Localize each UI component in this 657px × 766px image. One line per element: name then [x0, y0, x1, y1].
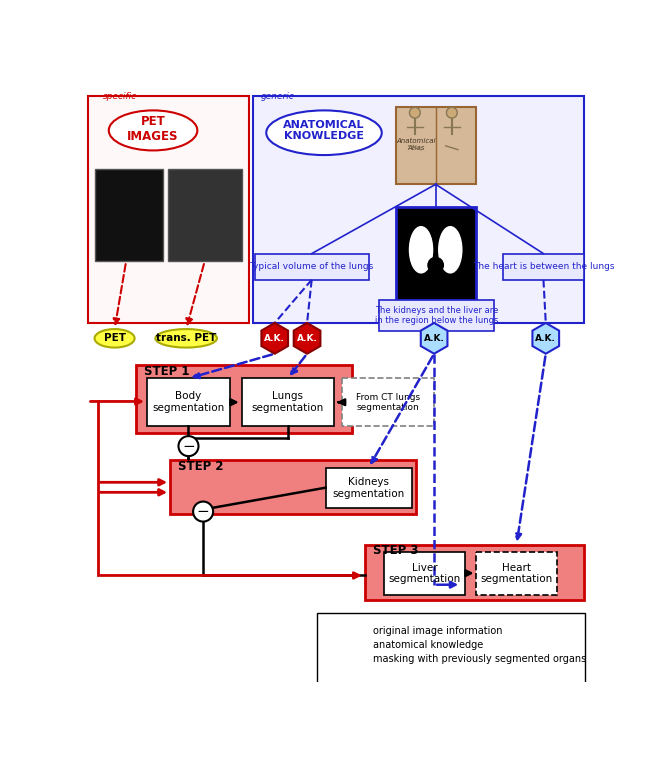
FancyBboxPatch shape — [396, 107, 476, 185]
FancyBboxPatch shape — [168, 169, 242, 261]
Text: anatomical knowledge: anatomical knowledge — [373, 640, 484, 650]
FancyBboxPatch shape — [87, 96, 249, 323]
Text: STEP 2: STEP 2 — [177, 460, 223, 473]
Circle shape — [193, 502, 213, 522]
Text: −: − — [182, 439, 195, 453]
Ellipse shape — [155, 329, 217, 348]
FancyBboxPatch shape — [147, 378, 230, 426]
Ellipse shape — [439, 227, 462, 273]
FancyBboxPatch shape — [384, 552, 465, 594]
Circle shape — [409, 107, 420, 118]
Polygon shape — [420, 323, 447, 354]
Ellipse shape — [266, 110, 382, 155]
FancyBboxPatch shape — [317, 614, 585, 683]
Ellipse shape — [409, 227, 432, 273]
Polygon shape — [532, 323, 559, 354]
Text: generic: generic — [261, 92, 294, 101]
FancyBboxPatch shape — [396, 208, 476, 300]
Text: −: − — [196, 504, 210, 519]
Text: PET
IMAGES: PET IMAGES — [127, 115, 179, 143]
Ellipse shape — [95, 329, 135, 348]
Text: specific: specific — [103, 92, 137, 101]
Text: original image information: original image information — [373, 626, 503, 636]
Text: Lungs
segmentation: Lungs segmentation — [252, 391, 324, 413]
Text: STEP 1: STEP 1 — [144, 365, 189, 378]
Text: The kidneys and the liver are
in the region below the lungs: The kidneys and the liver are in the reg… — [374, 306, 498, 325]
FancyBboxPatch shape — [95, 169, 163, 261]
Text: STEP 3: STEP 3 — [373, 544, 418, 557]
Text: ANATOMICAL
KNOWLEDGE: ANATOMICAL KNOWLEDGE — [283, 119, 365, 141]
FancyBboxPatch shape — [136, 365, 351, 433]
FancyBboxPatch shape — [503, 254, 584, 280]
Circle shape — [179, 436, 198, 456]
Text: The heart is between the lungs: The heart is between the lungs — [473, 262, 614, 271]
FancyBboxPatch shape — [342, 378, 434, 426]
Text: Typical volume of the lungs: Typical volume of the lungs — [250, 262, 374, 271]
Text: Heart
segmentation: Heart segmentation — [481, 563, 553, 584]
Text: trans. PET: trans. PET — [156, 333, 216, 343]
FancyBboxPatch shape — [365, 545, 584, 600]
Text: Liver
segmentation: Liver segmentation — [388, 563, 461, 584]
FancyBboxPatch shape — [253, 96, 584, 323]
FancyBboxPatch shape — [170, 460, 417, 514]
Ellipse shape — [109, 110, 197, 150]
FancyBboxPatch shape — [326, 468, 412, 508]
FancyBboxPatch shape — [255, 254, 369, 280]
FancyBboxPatch shape — [476, 552, 557, 594]
Circle shape — [447, 107, 457, 118]
Circle shape — [428, 257, 443, 273]
Text: PET: PET — [104, 333, 125, 343]
Text: A.K.: A.K. — [424, 334, 445, 343]
Text: From CT lungs
segmentation: From CT lungs segmentation — [356, 392, 420, 412]
Text: A.K.: A.K. — [296, 334, 317, 343]
FancyBboxPatch shape — [378, 300, 494, 331]
Text: A.K.: A.K. — [535, 334, 556, 343]
Polygon shape — [294, 323, 321, 354]
Polygon shape — [261, 323, 288, 354]
Text: Kidneys
segmentation: Kidneys segmentation — [332, 477, 405, 499]
Text: Body
segmentation: Body segmentation — [152, 391, 225, 413]
FancyBboxPatch shape — [242, 378, 334, 426]
Text: Anatomical
Atlas: Anatomical Atlas — [397, 138, 436, 151]
Text: masking with previously segmented organs: masking with previously segmented organs — [373, 653, 587, 663]
Text: A.K.: A.K. — [264, 334, 285, 343]
